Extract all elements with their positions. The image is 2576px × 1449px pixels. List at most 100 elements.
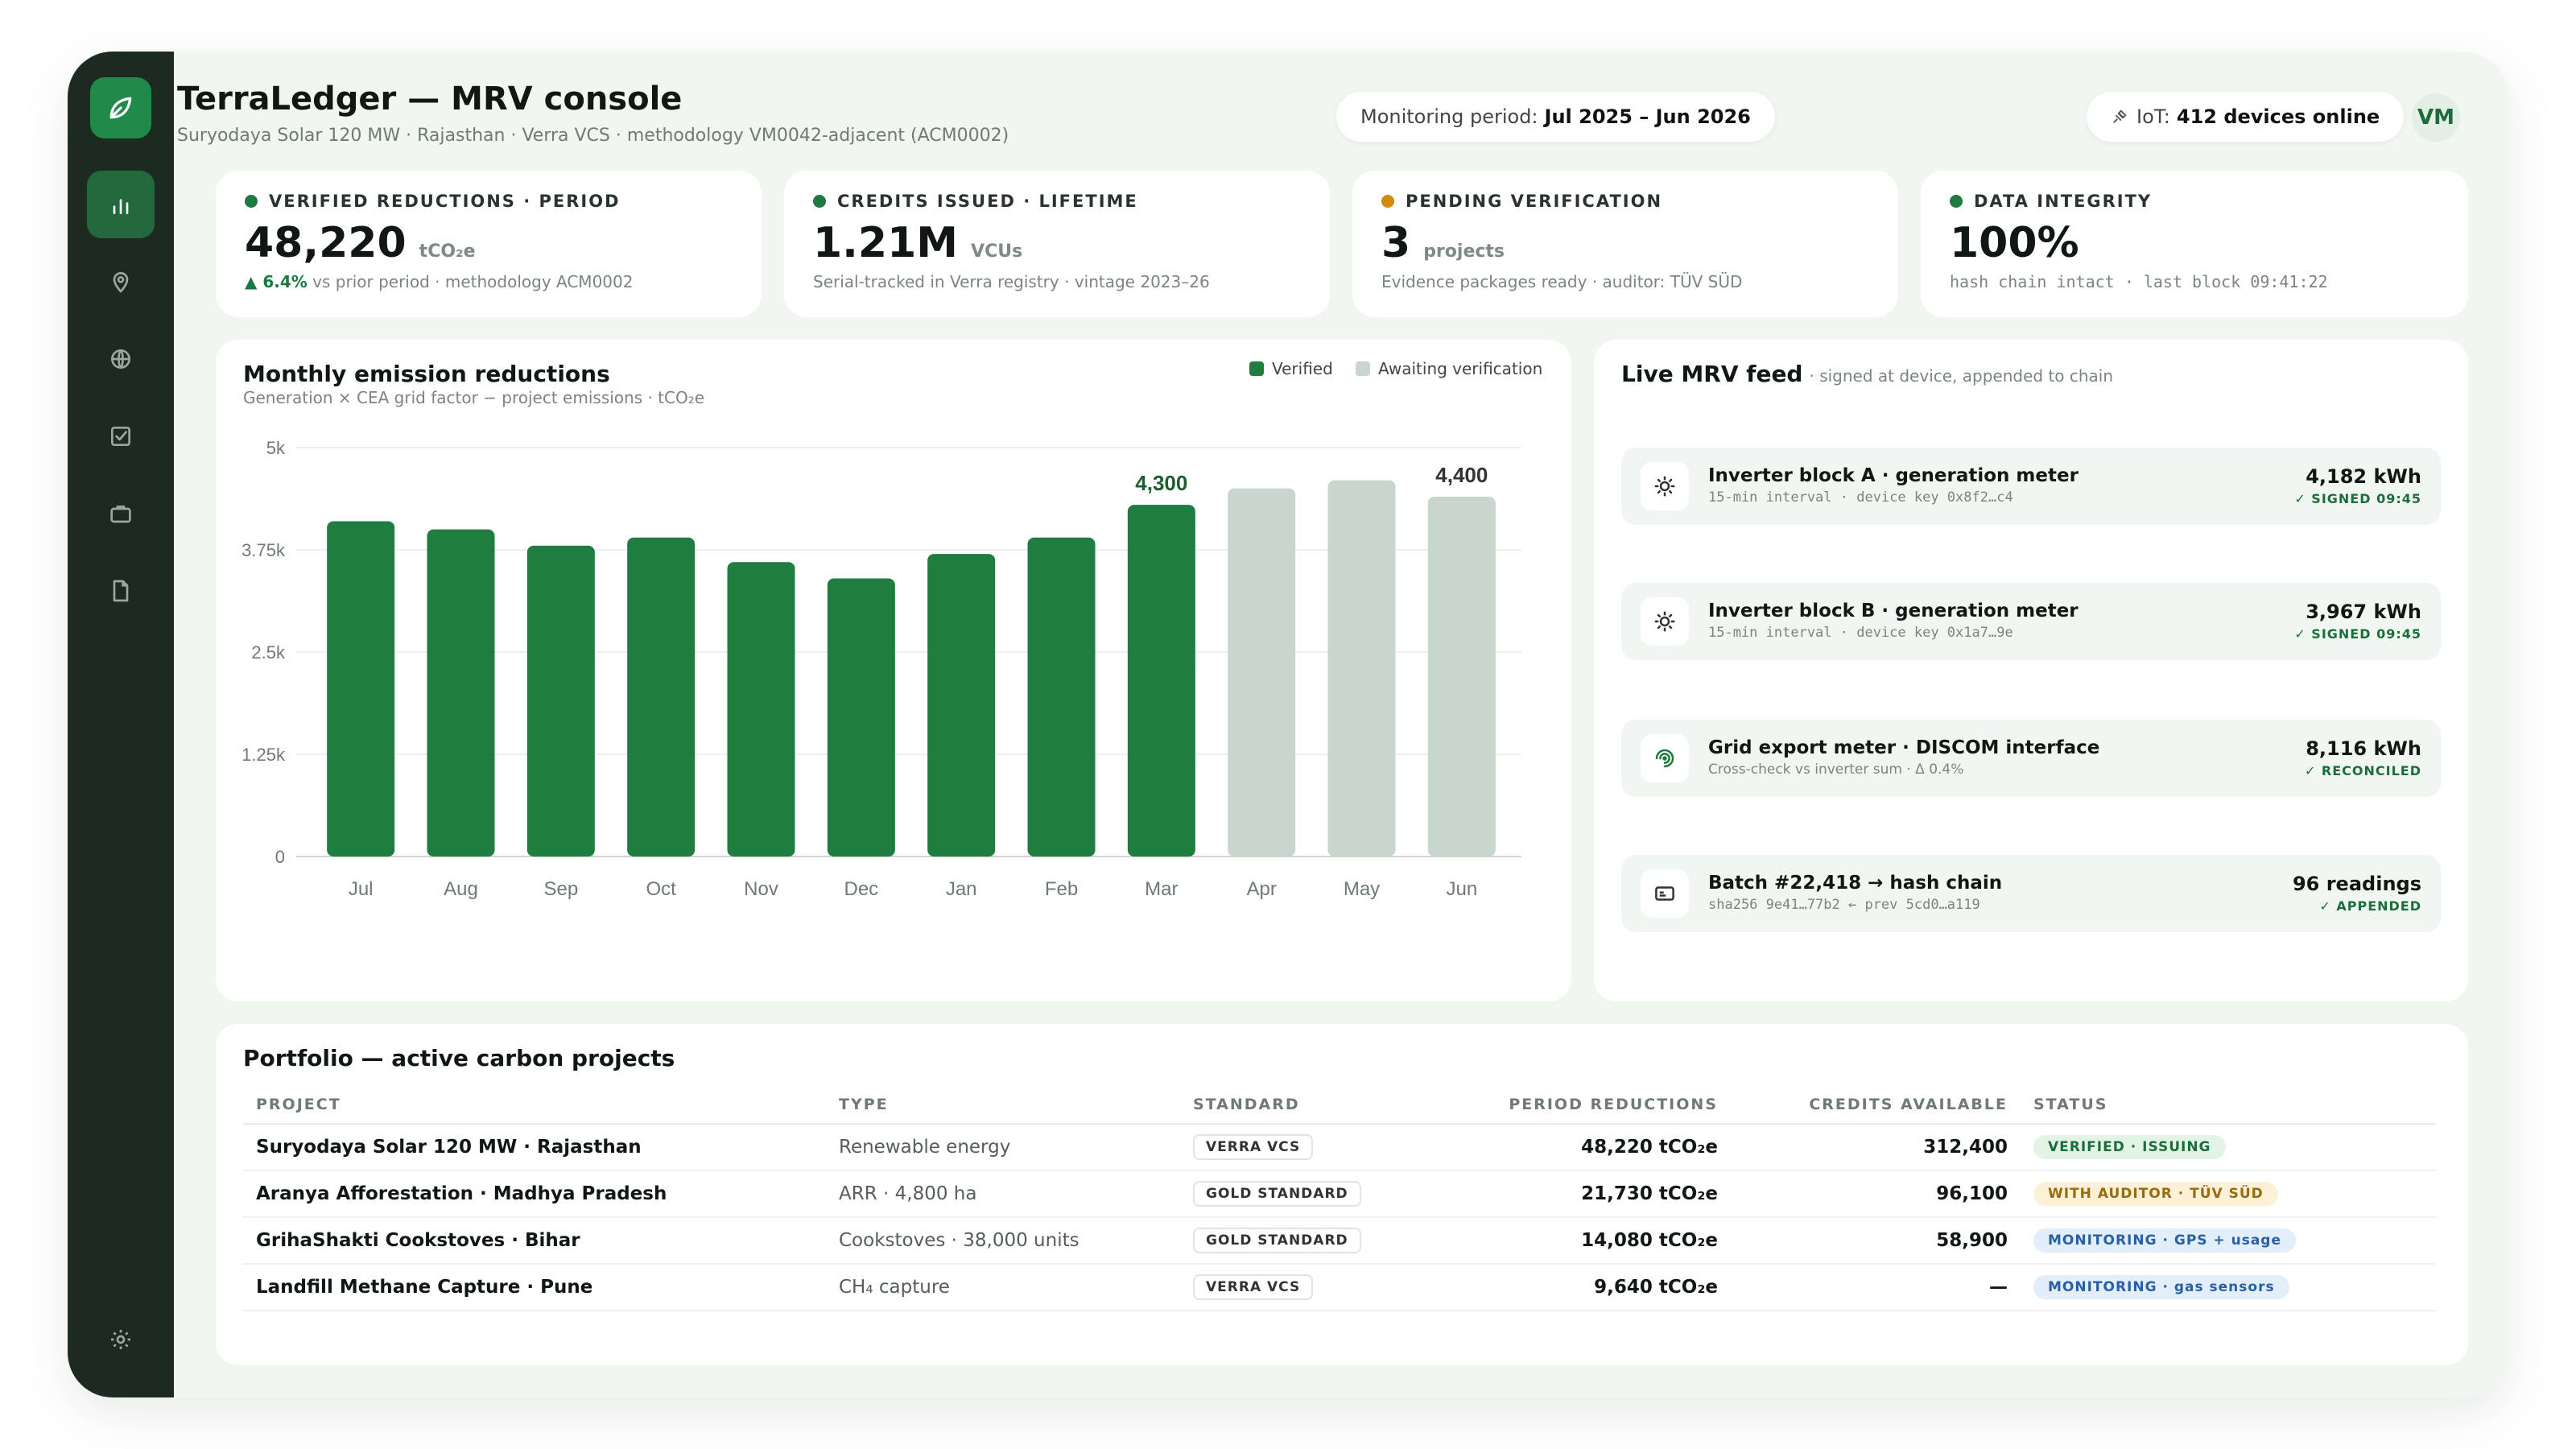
bar xyxy=(927,554,996,857)
standard-badge: GOLD STANDARD xyxy=(1193,1228,1361,1253)
kpi-unit: VCUs xyxy=(971,242,1023,262)
bar-chart-icon xyxy=(113,199,129,214)
checkbox-icon xyxy=(111,427,130,446)
status-dot xyxy=(1381,195,1394,208)
app-window: TerraLedger — MRV console Suryodaya Sola… xyxy=(68,52,2508,1397)
page-title: TerraLedger — MRV console xyxy=(177,80,683,118)
nav-globe-button[interactable] xyxy=(87,325,155,393)
feed-item-value: 3,967 kWh xyxy=(2306,601,2421,623)
sun-icon xyxy=(1641,597,1689,646)
project-type: CH₄ capture xyxy=(826,1264,1180,1311)
card-icon xyxy=(1641,869,1689,918)
x-tick-label: Sep xyxy=(543,878,578,900)
period-reductions: 14,080 tCO₂e xyxy=(1454,1217,1731,1265)
briefcase-icon xyxy=(110,506,131,523)
project-type: Renewable energy xyxy=(826,1124,1180,1171)
status-badge: MONITORING · GPS + usage xyxy=(2033,1228,2296,1253)
nav-portfolio-button[interactable] xyxy=(87,480,155,547)
kpi-note: Evidence packages ready · auditor: TÜV S… xyxy=(1381,272,1743,291)
bar xyxy=(1427,496,1496,857)
feed-item-detail: Cross-check vs inverter sum · Δ 0.4% xyxy=(1708,762,1964,778)
bar xyxy=(1127,505,1195,857)
monitoring-period-selector[interactable]: Monitoring period: Jul 2025 – Jun 2026 xyxy=(1336,92,1775,142)
table-row[interactable]: Landfill Methane Capture · Pune CH₄ capt… xyxy=(243,1264,2436,1311)
feed-item-name: Inverter block A · generation meter xyxy=(1708,465,2079,486)
sidebar xyxy=(68,52,174,1397)
period-reductions: 9,640 tCO₂e xyxy=(1454,1264,1731,1311)
kpi-note: hash chain intact · last block 09:41:22 xyxy=(1950,272,2328,291)
nav-settings-button[interactable] xyxy=(87,1306,155,1373)
kpi-value: 48,220 xyxy=(245,219,407,267)
standard-badge: GOLD STANDARD xyxy=(1193,1181,1361,1207)
iot-status-pill[interactable]: IoT: 412 devices online xyxy=(2087,92,2405,142)
bar xyxy=(1327,480,1396,857)
table-row[interactable]: Aranya Afforestation · Madhya Pradesh AR… xyxy=(243,1170,2436,1218)
column-header[interactable]: STANDARD xyxy=(1180,1085,1454,1125)
column-header[interactable]: PERIOD REDUCTIONS xyxy=(1454,1085,1731,1125)
feed-item-name: Inverter block B · generation meter xyxy=(1708,601,2079,621)
page-subtitle: Suryodaya Solar 120 MW · Rajasthan · Ver… xyxy=(177,126,1009,146)
table-row[interactable]: GrihaShakti Cookstoves · Bihar Cookstove… xyxy=(243,1217,2436,1265)
feed-item[interactable]: Batch #22,418 → hash chain sha256 9e41…7… xyxy=(1621,855,2441,932)
emissions-chart-panel: Monthly emission reductions Generation ×… xyxy=(216,340,1571,1001)
table-row[interactable]: Suryodaya Solar 120 MW · Rajasthan Renew… xyxy=(243,1124,2436,1171)
status-dot xyxy=(813,195,826,208)
y-tick-label: 1.25k xyxy=(242,745,286,765)
project-type: ARR · 4,800 ha xyxy=(826,1170,1180,1218)
status-badge: VERIFIED · ISSUING xyxy=(2033,1135,2226,1159)
nav-sites-button[interactable] xyxy=(87,248,155,316)
kpi-label: CREDITS ISSUED · LIFETIME xyxy=(837,192,1138,211)
credits-available: 312,400 xyxy=(1731,1124,2021,1171)
credits-available: 58,900 xyxy=(1731,1217,2021,1265)
period-label: Monitoring period: xyxy=(1360,105,1538,128)
kpi-card-credits: CREDITS ISSUED · LIFETIME 1.21M VCUs Seri… xyxy=(784,171,1330,317)
column-header[interactable]: PROJECT xyxy=(243,1085,826,1125)
x-tick-label: Jul xyxy=(349,878,374,900)
kpi-label: PENDING VERIFICATION xyxy=(1406,192,1663,211)
period-value: Jul 2025 – Jun 2026 xyxy=(1544,105,1751,128)
user-avatar[interactable]: VM xyxy=(2412,93,2460,142)
bar xyxy=(427,529,495,857)
iot-value: 412 devices online xyxy=(2176,105,2380,128)
leaf-logo-icon[interactable] xyxy=(90,77,151,138)
column-header[interactable]: STATUS xyxy=(2021,1085,2436,1125)
feed-item-name: Grid export meter · DISCOM interface xyxy=(1708,737,2100,758)
project-type: Cookstoves · 38,000 units xyxy=(826,1217,1180,1265)
status-badge: WITH AUDITOR · TÜV SÜD xyxy=(2033,1182,2278,1206)
kpi-note: vs prior period · methodology ACM0002 xyxy=(307,272,634,291)
bar xyxy=(526,545,595,857)
kpi-card-verified: VERIFIED REDUCTIONS · PERIOD 48,220 tCO₂e… xyxy=(216,171,762,317)
feed-item[interactable]: Inverter block A · generation meter 15-m… xyxy=(1621,448,2441,525)
x-tick-label: Nov xyxy=(744,878,778,900)
nav-dashboard-button[interactable] xyxy=(87,171,155,238)
gauge-icon xyxy=(1641,734,1689,782)
x-tick-label: Feb xyxy=(1045,878,1078,900)
feed-item[interactable]: Inverter block B · generation meter 15-m… xyxy=(1621,583,2441,660)
feed-item-name: Batch #22,418 → hash chain xyxy=(1708,873,2003,894)
project-name: Landfill Methane Capture · Pune xyxy=(243,1264,826,1311)
column-header[interactable]: CREDITS AVAILABLE xyxy=(1731,1085,2021,1125)
x-tick-label: Oct xyxy=(646,878,676,900)
kpi-card-integrity: DATA INTEGRITY 100% hash chain intact · … xyxy=(1921,171,2468,317)
nav-documents-button[interactable] xyxy=(87,557,155,625)
kpi-unit: projects xyxy=(1423,242,1505,262)
project-name: Aranya Afforestation · Madhya Pradesh xyxy=(243,1170,826,1218)
globe-icon xyxy=(111,349,130,369)
x-tick-label: Apr xyxy=(1246,878,1276,900)
feed-item-status: ✓ APPENDED xyxy=(2319,898,2421,914)
bar xyxy=(1228,488,1296,857)
data-label: 4,300 xyxy=(1135,471,1187,495)
column-header[interactable]: TYPE xyxy=(826,1085,1180,1125)
nav-verification-button[interactable] xyxy=(87,402,155,470)
feed-item-detail: sha256 9e41…77b2 ← prev 5cd0…a119 xyxy=(1708,897,1980,913)
feed-item[interactable]: Grid export meter · DISCOM interface Cro… xyxy=(1621,720,2441,797)
kpi-card-pending: PENDING VERIFICATION 3 projects Evidence … xyxy=(1352,171,1898,317)
kpi-note: Serial-tracked in Verra registry · vinta… xyxy=(813,272,1210,291)
credits-available: — xyxy=(1731,1264,2021,1311)
y-tick-label: 5k xyxy=(266,438,286,458)
x-tick-label: Dec xyxy=(844,878,878,900)
y-tick-label: 3.75k xyxy=(242,540,286,560)
map-pin-icon xyxy=(113,272,129,293)
iot-label: IoT: xyxy=(2136,105,2170,128)
feed-item-status: ✓ SIGNED 09:45 xyxy=(2294,626,2421,642)
